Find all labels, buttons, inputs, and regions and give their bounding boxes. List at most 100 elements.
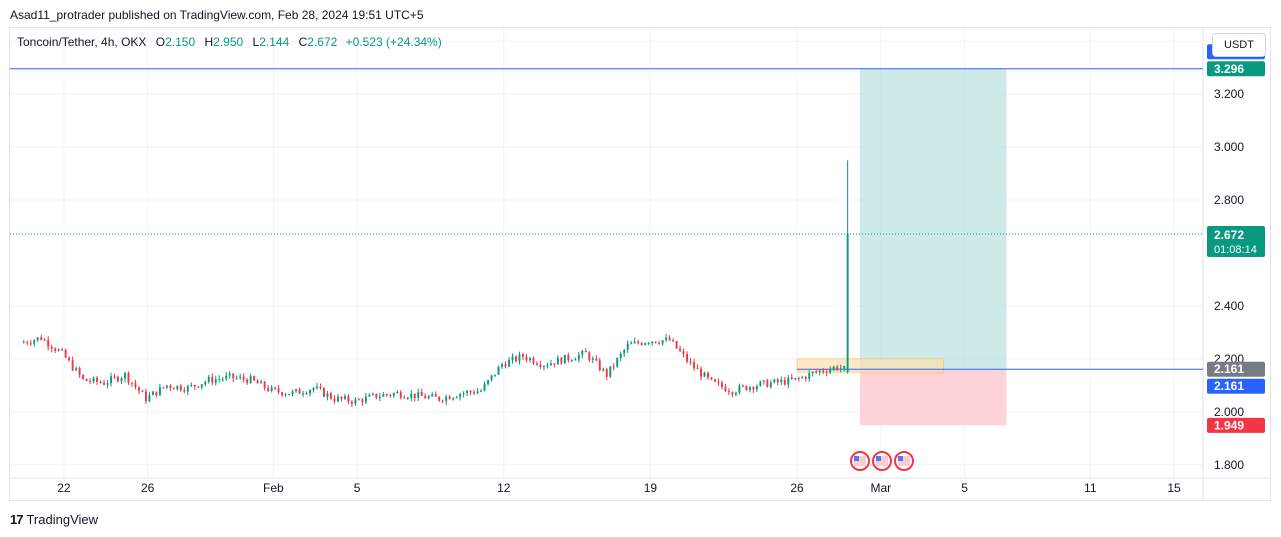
currency-button[interactable]: USDT (1212, 33, 1266, 57)
candle-body (200, 384, 203, 388)
candle-body (99, 381, 102, 383)
candle-body (43, 339, 46, 341)
candle-body (556, 357, 559, 365)
entry-blue-badge (1207, 378, 1265, 394)
publish-header: Asad11_protrader published on TradingVie… (10, 8, 424, 22)
candle-body (368, 394, 371, 397)
candle-body (54, 348, 57, 351)
candle-body (560, 357, 563, 364)
candle-body (808, 373, 811, 379)
candle-body (385, 394, 388, 396)
candle-body (672, 340, 675, 342)
candle-body (82, 374, 85, 379)
candle-body (36, 337, 39, 341)
candle-body (235, 377, 238, 379)
candle-body (473, 392, 476, 394)
candle-body (762, 380, 765, 382)
candle-body (476, 391, 479, 394)
candle-body (305, 393, 308, 395)
open-label: O (155, 35, 166, 49)
candle-body (619, 353, 622, 359)
symbol-legend: Toncoin/Tether, 4h, OKX O2.150 H2.950 L2… (17, 35, 442, 49)
candle-body (169, 385, 172, 388)
candle-body (769, 382, 772, 388)
candle-body (427, 396, 430, 399)
candle-body (452, 397, 455, 400)
candle-body (343, 396, 346, 399)
candle-body (602, 368, 605, 371)
candle-body (501, 364, 503, 367)
candle-body (151, 391, 154, 396)
candle-body (616, 358, 619, 367)
candle-body (392, 393, 395, 396)
candle-body (263, 381, 266, 388)
candle-body (64, 349, 67, 358)
candle-body (179, 385, 182, 391)
candle-body (570, 360, 573, 362)
candle-body (350, 401, 353, 404)
candle-body (441, 400, 444, 402)
candle-body (535, 363, 538, 365)
candle-body (843, 366, 846, 369)
candle-body (497, 366, 500, 375)
candle-body (50, 346, 53, 349)
candle-body (242, 376, 245, 380)
y-tick-label: 3.000 (1214, 140, 1244, 154)
candle-body (679, 348, 682, 352)
candle-body (410, 393, 413, 398)
candle-body (605, 368, 608, 377)
candle-body (591, 358, 594, 361)
candle-body (406, 397, 409, 399)
candle-body (741, 385, 744, 387)
target-label: 3.296 (1214, 62, 1244, 76)
candle-body (626, 343, 629, 351)
candle-body (141, 390, 144, 392)
candle-body (347, 396, 350, 402)
candle-body (47, 339, 50, 347)
candle-body (232, 373, 235, 379)
x-tick-label: 5 (961, 481, 968, 495)
candle-body (281, 392, 284, 396)
candle-body (644, 343, 647, 345)
x-tick-label: 12 (497, 481, 511, 495)
candle-body (172, 387, 175, 390)
candle-body (490, 375, 493, 381)
candle-body (288, 394, 291, 396)
candle-body (759, 381, 762, 387)
entry-zone-box (796, 358, 944, 373)
close-label: C (298, 35, 308, 49)
candle-body (469, 391, 472, 393)
candle-body (773, 379, 776, 383)
candle-body (822, 370, 825, 373)
x-tick-label: Feb (263, 481, 284, 495)
candle-body (78, 368, 81, 375)
candle-body (113, 376, 116, 378)
candle-body (630, 343, 633, 345)
candle-body (588, 352, 591, 361)
candle-body (577, 354, 580, 360)
candle-body (120, 378, 123, 382)
candle-body (57, 349, 60, 351)
candle-body (748, 387, 751, 391)
candle-body (357, 399, 360, 401)
candle-body (703, 372, 706, 377)
stop-label: 1.949 (1214, 418, 1244, 432)
candle-body (584, 350, 587, 353)
candle-body (134, 383, 137, 388)
candle-body (277, 388, 280, 393)
candle-body (731, 392, 734, 395)
candle-body (682, 351, 685, 354)
y-tick-label: 2.000 (1214, 405, 1244, 419)
candle-body (612, 366, 615, 368)
candle-body (249, 376, 252, 384)
candle-body (647, 342, 650, 344)
candle-body (563, 354, 566, 364)
candle-body (403, 397, 406, 399)
candle-body (110, 376, 112, 384)
change-value: +0.523 (+24.34%) (345, 35, 442, 49)
candle-body (309, 390, 311, 394)
candle-body (103, 382, 106, 385)
candle-body (727, 391, 730, 393)
x-tick-label: 15 (1167, 481, 1181, 495)
